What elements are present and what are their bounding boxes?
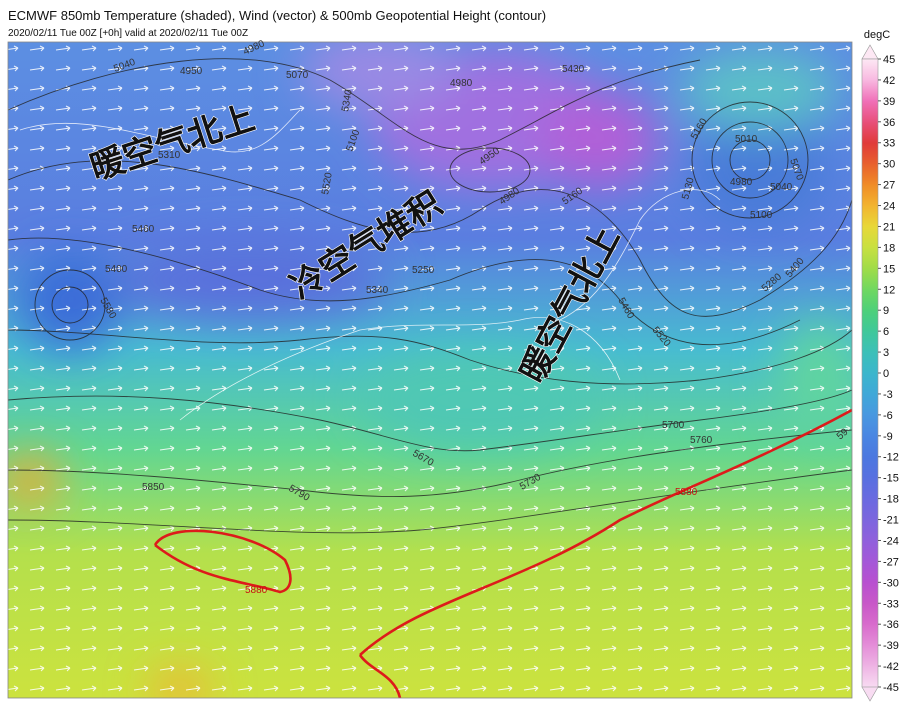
colorbar-segment [862, 184, 878, 207]
colorbar-tick-label: 33 [883, 138, 895, 150]
colorbar-tick-label: -18 [883, 494, 899, 506]
colorbar-segment [862, 331, 878, 353]
colorbar-segment [862, 289, 878, 311]
contour-label: 4980 [450, 78, 473, 89]
contour-label: 4950 [180, 66, 203, 77]
colorbar-segment [862, 247, 878, 269]
colorbar-tick-label: 18 [883, 242, 895, 254]
colorbar-tick-label: 15 [883, 263, 895, 275]
colorbar-tick-label: -15 [883, 473, 899, 485]
colorbar-segment [862, 582, 878, 604]
colorbar-segment [862, 226, 878, 248]
colorbar-segment [862, 414, 878, 437]
colorbar-tick-label: 45 [883, 54, 895, 66]
contour-label: 5040 [770, 182, 793, 193]
colorbar-segment [862, 498, 878, 521]
contour-label: 5520 [320, 171, 335, 195]
colorbar-segment [862, 561, 878, 583]
colorbar-end [861, 44, 879, 60]
colorbar-segment [862, 393, 878, 416]
colorbar-tick-label: -6 [883, 410, 893, 422]
colorbar-tick-label: -12 [883, 452, 899, 464]
colorbar-tick-label: 9 [883, 305, 889, 317]
contour-label: 5340 [340, 88, 355, 112]
contour-label: 5700 [662, 420, 685, 431]
colorbar-segment [862, 352, 878, 374]
contour-label: 5310 [158, 150, 181, 161]
colorbar-segment [862, 100, 878, 123]
colorbar-tick-label: 36 [883, 117, 895, 129]
contour-label: 5070 [286, 70, 309, 81]
colorbar-segment [862, 666, 878, 688]
colorbar-segment [862, 519, 878, 541]
colorbar-tick-label: -27 [883, 556, 899, 568]
contour-label: 5400 [105, 264, 128, 275]
colorbar-tick-label: -3 [883, 389, 893, 401]
title: ECMWF 850mb Temperature (shaded), Wind (… [8, 8, 546, 23]
map-frame [7, 41, 853, 699]
colorbar-segment [862, 59, 878, 81]
colorbar-tick-label: -30 [883, 577, 899, 589]
colorbar-tick-label: -33 [883, 598, 899, 610]
colorbar-segment [862, 624, 878, 646]
colorbar-segment [862, 435, 878, 458]
contour-label: 5340 [366, 285, 389, 296]
subtitle: 2020/02/11 Tue 00Z [+0h] valid at 2020/0… [8, 28, 248, 39]
colorbar-tick-label: 21 [883, 221, 895, 233]
contour-label: 5880 [675, 487, 698, 498]
contour-label: 5760 [690, 435, 713, 446]
colorbar-tick-label: 0 [883, 368, 889, 380]
contour-label: 5880 [245, 585, 268, 596]
contour-label: 5100 [750, 210, 773, 221]
colorbar-tick-label: -9 [883, 431, 893, 443]
colorbar-segment [862, 121, 878, 144]
colorbar-tick-label: 6 [883, 326, 889, 338]
colorbar-tick-label: -39 [883, 640, 899, 652]
contour-label: 5460 [132, 224, 155, 235]
colorbar: degC 4542393633302724211815129630-3-6-9-… [861, 29, 899, 702]
contour-label: 5850 [142, 482, 165, 493]
colorbar-segment [862, 310, 878, 332]
contour-label: 5010 [735, 134, 758, 145]
colorbar-segment [862, 373, 878, 395]
colorbar-tick-label: -45 [883, 682, 899, 694]
contour-label: 4980 [730, 177, 753, 188]
colorbar-tick-label: 42 [883, 75, 895, 87]
colorbar-tick-label: -21 [883, 515, 899, 527]
colorbar-segment [862, 142, 878, 165]
colorbar-segment [862, 540, 878, 562]
colorbar-end [861, 686, 879, 702]
contour-label: 5250 [412, 265, 435, 276]
colorbar-tick-label: 39 [883, 96, 895, 108]
colorbar-tick-label: -24 [883, 535, 899, 547]
colorbar-segment [862, 163, 878, 186]
colorbar-segment [862, 205, 878, 227]
colorbar-tick-label: -36 [883, 619, 899, 631]
colorbar-segment [862, 456, 878, 479]
colorbar-tick-label: 24 [883, 201, 895, 213]
colorbar-segment [862, 603, 878, 625]
contour-label: 5430 [562, 64, 585, 75]
colorbar-tick-label: 3 [883, 347, 889, 359]
colorbar-tick-label: 27 [883, 180, 895, 192]
colorbar-segment [862, 477, 878, 500]
colorbar-label: degC [864, 29, 890, 41]
map [8, 42, 852, 698]
colorbar-segment [862, 645, 878, 667]
colorbar-tick-label: -42 [883, 661, 899, 673]
colorbar-tick-label: 12 [883, 284, 895, 296]
colorbar-segment [862, 268, 878, 290]
colorbar-tick-label: 30 [883, 159, 895, 171]
colorbar-segment [862, 79, 878, 102]
